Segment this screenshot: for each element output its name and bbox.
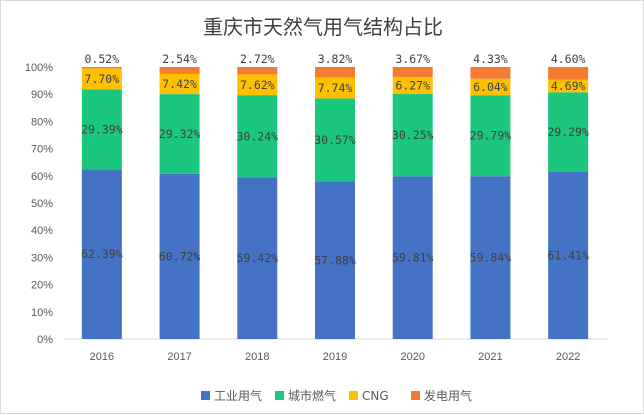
legend: 工业用气 城市燃气 CNG 发电用气: [201, 388, 472, 403]
data-label: 4.69%: [551, 79, 586, 93]
bar-segment: [237, 95, 278, 178]
legend-label: 工业用气: [214, 388, 262, 403]
bar-segment: [548, 79, 589, 93]
data-label: 62.39%: [81, 247, 123, 261]
data-label: 2.72%: [240, 52, 275, 66]
y-tick-label: 90%: [31, 89, 53, 101]
data-label: 7.62%: [240, 78, 275, 92]
data-label: 29.79%: [470, 129, 512, 143]
bar-segment: [548, 171, 589, 339]
bar-segment: [470, 176, 511, 339]
data-label: 4.60%: [551, 52, 586, 66]
data-label: 29.32%: [159, 127, 201, 141]
data-label: 30.57%: [314, 133, 356, 147]
legend-label: 城市燃气: [288, 388, 336, 403]
legend-label: 发电用气: [424, 388, 472, 403]
data-label: 3.82%: [318, 52, 353, 66]
bar-segment: [81, 67, 122, 69]
bar-segment: [315, 77, 355, 99]
y-tick-label: 50%: [31, 198, 53, 210]
bar-segment: [470, 95, 511, 177]
bar-segment: [159, 173, 200, 339]
bar-segment: [237, 177, 278, 339]
data-labels: 62.39% 29.39% 7.70% 0.52% 60.72% 29.32% 7.42% 2…: [81, 52, 589, 267]
legend-swatch: [201, 391, 210, 400]
x-tick-label: 2018: [245, 351, 269, 363]
data-label: 6.04%: [473, 80, 508, 94]
data-label: 30.25%: [392, 128, 434, 142]
data-label: 4.33%: [473, 52, 508, 66]
bar-segment: [470, 78, 511, 96]
y-tick-label: 60%: [31, 171, 53, 183]
bar-segment: [392, 176, 433, 339]
y-tick-label: 20%: [31, 280, 53, 292]
bars: [81, 66, 589, 339]
bar-segment: [548, 67, 589, 80]
data-label: 61.41%: [547, 248, 589, 262]
y-axis: 0% 10% 20% 30% 40% 50% 60% 70% 80% 90% 100%: [25, 62, 53, 346]
y-tick-label: 30%: [31, 252, 53, 264]
data-label: 59.81%: [392, 251, 434, 265]
bar-segment: [81, 89, 122, 170]
bar-segment: [315, 181, 355, 339]
data-label: 29.29%: [547, 125, 589, 139]
bar-segment: [159, 94, 200, 174]
bar-segment: [392, 67, 433, 77]
y-tick-label: 80%: [31, 116, 53, 128]
x-tick-label: 2022: [556, 351, 580, 363]
x-axis: 2016 2017 2018 2019 2020 2021 2022: [63, 338, 607, 363]
bar-segment: [392, 76, 433, 95]
x-tick-label: 2016: [90, 351, 114, 363]
bar-segment: [548, 92, 589, 172]
y-tick-label: 100%: [25, 62, 53, 74]
data-label: 7.70%: [85, 72, 120, 86]
y-tick-label: 10%: [31, 307, 53, 319]
data-label: 0.52%: [85, 52, 120, 66]
chart-title: 重庆市天然气用气结构占比: [203, 15, 443, 39]
bar-segment: [237, 67, 278, 75]
x-tick-label: 2017: [167, 351, 191, 363]
data-label: 30.24%: [237, 129, 279, 143]
bar-segment: [315, 66, 355, 78]
legend-label: CNG: [362, 389, 389, 403]
bar-segment: [159, 67, 200, 74]
legend-swatch: [275, 391, 284, 400]
data-label: 59.84%: [470, 251, 512, 265]
x-tick-label: 2021: [478, 351, 502, 363]
data-label: 7.42%: [162, 77, 197, 91]
bar-segment: [81, 68, 122, 90]
data-label: 2.54%: [162, 52, 197, 66]
x-tick-label: 2019: [323, 351, 347, 363]
bar-segment: [470, 67, 511, 79]
data-label: 29.39%: [81, 122, 123, 136]
data-label: 7.74%: [318, 81, 353, 95]
bar-segment: [392, 94, 433, 177]
legend-swatch: [411, 391, 420, 400]
y-tick-label: 40%: [31, 225, 53, 237]
data-label: 59.42%: [237, 251, 279, 265]
legend-swatch: [349, 391, 358, 400]
data-label: 60.72%: [159, 249, 201, 263]
bar-segment: [159, 73, 200, 95]
bar-segment: [315, 98, 355, 182]
y-tick-label: 70%: [31, 144, 53, 156]
x-tick-label: 2020: [400, 351, 424, 363]
bar-segment: [81, 169, 122, 339]
y-tick-label: 0%: [37, 334, 53, 346]
data-label: 57.88%: [314, 253, 356, 267]
data-label: 3.67%: [395, 52, 430, 66]
data-label: 6.27%: [395, 79, 430, 93]
bar-segment: [237, 74, 278, 96]
